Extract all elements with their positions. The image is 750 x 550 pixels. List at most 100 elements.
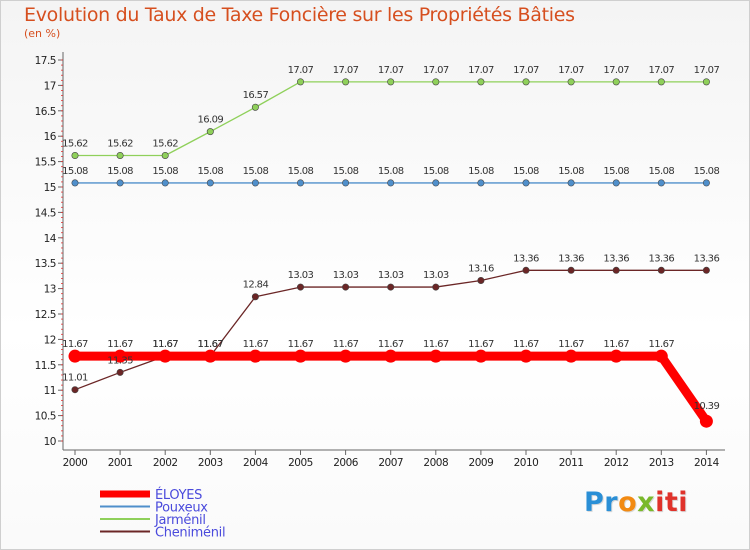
series-point-2 bbox=[702, 78, 710, 86]
data-label: 11.67 bbox=[423, 339, 449, 350]
series-point-0 bbox=[699, 414, 713, 428]
series-point-1 bbox=[567, 179, 575, 187]
series-point-2 bbox=[612, 78, 620, 86]
y-tick-label: 16.5 bbox=[35, 106, 56, 118]
data-label: 10.39 bbox=[694, 401, 720, 412]
y-tick-label: 14.5 bbox=[35, 207, 56, 219]
data-label: 15.08 bbox=[152, 166, 178, 177]
x-tick-label: 2006 bbox=[333, 457, 359, 469]
chart-subtitle: (en %) bbox=[24, 27, 61, 40]
x-tick-label: 2009 bbox=[469, 457, 494, 469]
series-point-0 bbox=[113, 349, 127, 363]
y-tick-label: 15.5 bbox=[35, 157, 56, 169]
series-point-1 bbox=[657, 179, 665, 187]
series-point-3 bbox=[567, 266, 575, 274]
series-point-3 bbox=[296, 283, 304, 291]
data-label: 11.67 bbox=[333, 339, 359, 350]
data-label: 12.84 bbox=[243, 280, 269, 291]
series-point-1 bbox=[432, 179, 440, 187]
data-label: 15.08 bbox=[558, 166, 584, 177]
data-label: 11.67 bbox=[513, 339, 539, 350]
data-label: 13.36 bbox=[558, 253, 584, 264]
y-tick-label: 10 bbox=[44, 436, 56, 448]
series-point-0 bbox=[519, 349, 533, 363]
series-point-2 bbox=[206, 128, 214, 136]
series-point-1 bbox=[296, 179, 304, 187]
series-point-1 bbox=[251, 179, 259, 187]
y-tick-label: 14 bbox=[44, 233, 57, 245]
series-point-2 bbox=[432, 78, 440, 86]
series-point-2 bbox=[251, 103, 259, 111]
x-tick-label: 2008 bbox=[423, 457, 448, 469]
data-label: 16.09 bbox=[197, 115, 223, 126]
data-label: 15.08 bbox=[107, 166, 133, 177]
y-tick-label: 17.5 bbox=[35, 55, 56, 67]
series-point-0 bbox=[68, 349, 82, 363]
data-label: 13.36 bbox=[694, 253, 720, 264]
data-label: 15.08 bbox=[648, 166, 674, 177]
data-label: 17.07 bbox=[288, 65, 314, 76]
series-point-1 bbox=[702, 179, 710, 187]
y-tick-label: 12 bbox=[44, 334, 56, 346]
data-label: 11.67 bbox=[558, 339, 584, 350]
data-label: 17.07 bbox=[513, 65, 539, 76]
data-label: 15.08 bbox=[378, 166, 404, 177]
x-tick-label: 2000 bbox=[63, 457, 88, 469]
series-point-3 bbox=[71, 386, 79, 394]
series-point-1 bbox=[342, 179, 350, 187]
series-point-3 bbox=[342, 283, 350, 291]
data-label: 11.67 bbox=[243, 339, 269, 350]
x-tick-label: 2014 bbox=[694, 457, 720, 469]
data-label: 11.67 bbox=[288, 339, 314, 350]
data-label: 15.08 bbox=[423, 166, 449, 177]
data-label: 13.03 bbox=[333, 270, 359, 281]
x-tick-label: 2005 bbox=[288, 457, 313, 469]
data-label: 16.57 bbox=[243, 90, 269, 101]
proxiti-logo: Proxiti bbox=[584, 487, 689, 518]
series-point-0 bbox=[158, 349, 172, 363]
series-point-1 bbox=[387, 179, 395, 187]
series-point-1 bbox=[477, 179, 485, 187]
series-point-3 bbox=[251, 293, 259, 301]
data-label: 13.36 bbox=[603, 253, 629, 264]
series-point-0 bbox=[609, 349, 623, 363]
data-label: 11.67 bbox=[107, 339, 133, 350]
series-point-3 bbox=[702, 266, 710, 274]
series-point-0 bbox=[564, 349, 578, 363]
series-point-1 bbox=[206, 179, 214, 187]
data-label: 17.07 bbox=[378, 65, 404, 76]
series-point-0 bbox=[248, 349, 262, 363]
series-point-1 bbox=[71, 179, 79, 187]
data-label: 15.08 bbox=[694, 166, 720, 177]
y-tick-label: 11.5 bbox=[35, 360, 56, 372]
y-tick-label: 17 bbox=[44, 80, 56, 92]
series-point-2 bbox=[567, 78, 575, 86]
series-point-3 bbox=[432, 283, 440, 291]
series-point-0 bbox=[203, 349, 217, 363]
chart-title: Evolution du Taux de Taxe Foncière sur l… bbox=[24, 4, 575, 26]
data-label: 13.36 bbox=[513, 253, 539, 264]
series-point-3 bbox=[387, 283, 395, 291]
data-label: 15.08 bbox=[603, 166, 629, 177]
x-tick-label: 2002 bbox=[153, 457, 178, 469]
data-label: 15.08 bbox=[513, 166, 539, 177]
series-point-0 bbox=[429, 349, 443, 363]
y-tick-label: 13.5 bbox=[35, 258, 56, 270]
series-point-3 bbox=[477, 276, 485, 284]
series-point-3 bbox=[116, 368, 124, 376]
x-tick-label: 2013 bbox=[649, 457, 674, 469]
y-tick-label: 16 bbox=[44, 131, 57, 143]
data-label: 17.07 bbox=[468, 65, 494, 76]
data-label: 15.08 bbox=[197, 166, 223, 177]
data-label: 13.36 bbox=[648, 253, 674, 264]
data-label: 11.67 bbox=[603, 339, 629, 350]
y-tick-label: 11 bbox=[44, 385, 56, 397]
series-line-0 bbox=[70, 351, 711, 426]
series-point-0 bbox=[654, 349, 668, 363]
data-label: 15.08 bbox=[468, 166, 494, 177]
data-label: 15.62 bbox=[107, 139, 133, 150]
series-point-2 bbox=[71, 152, 79, 160]
series-point-3 bbox=[657, 266, 665, 274]
series-point-2 bbox=[296, 78, 304, 86]
